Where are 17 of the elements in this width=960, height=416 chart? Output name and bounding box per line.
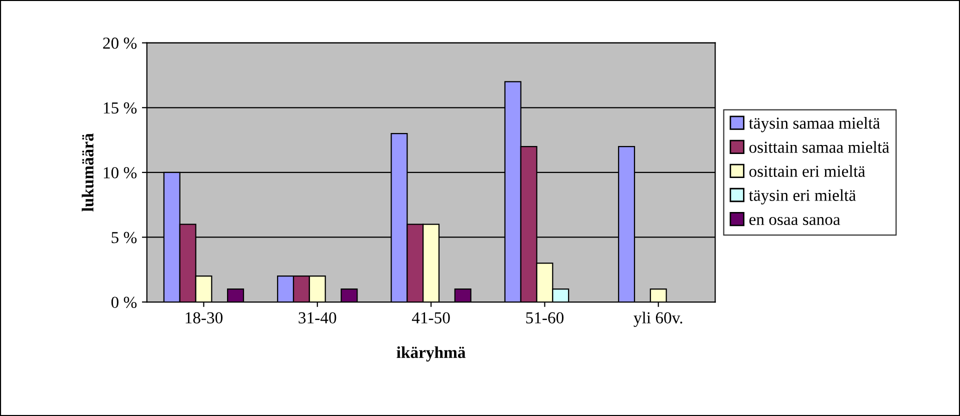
legend-label: täysin samaa mieltä bbox=[748, 117, 880, 132]
x-tick-label: 31-40 bbox=[298, 312, 336, 324]
legend-label: osittain eri mieltä bbox=[749, 165, 866, 177]
y-tick-label: 20 % bbox=[103, 38, 137, 49]
y-tick-label: 0 % bbox=[111, 296, 137, 308]
y-tick-label: 10 % bbox=[104, 167, 137, 178]
y-axis-title: lukumäärä bbox=[82, 133, 94, 212]
x-axis-title: ikäryhmä bbox=[396, 346, 466, 362]
x-tick-label: 18-30 bbox=[186, 312, 223, 324]
y-tick-label: 15 % bbox=[104, 102, 137, 114]
legend-label: en osaa sanoa bbox=[749, 217, 840, 226]
legend-label: osittain samaa mieltä bbox=[749, 141, 890, 153]
y-tick-label: 5 % bbox=[112, 232, 137, 244]
legend-label: täysin eri mieltä bbox=[748, 189, 856, 204]
x-tick-label: yli 60v. bbox=[634, 312, 682, 327]
x-tick-label: 51-60 bbox=[526, 312, 564, 324]
x-tick-label: 41-50 bbox=[412, 312, 450, 324]
